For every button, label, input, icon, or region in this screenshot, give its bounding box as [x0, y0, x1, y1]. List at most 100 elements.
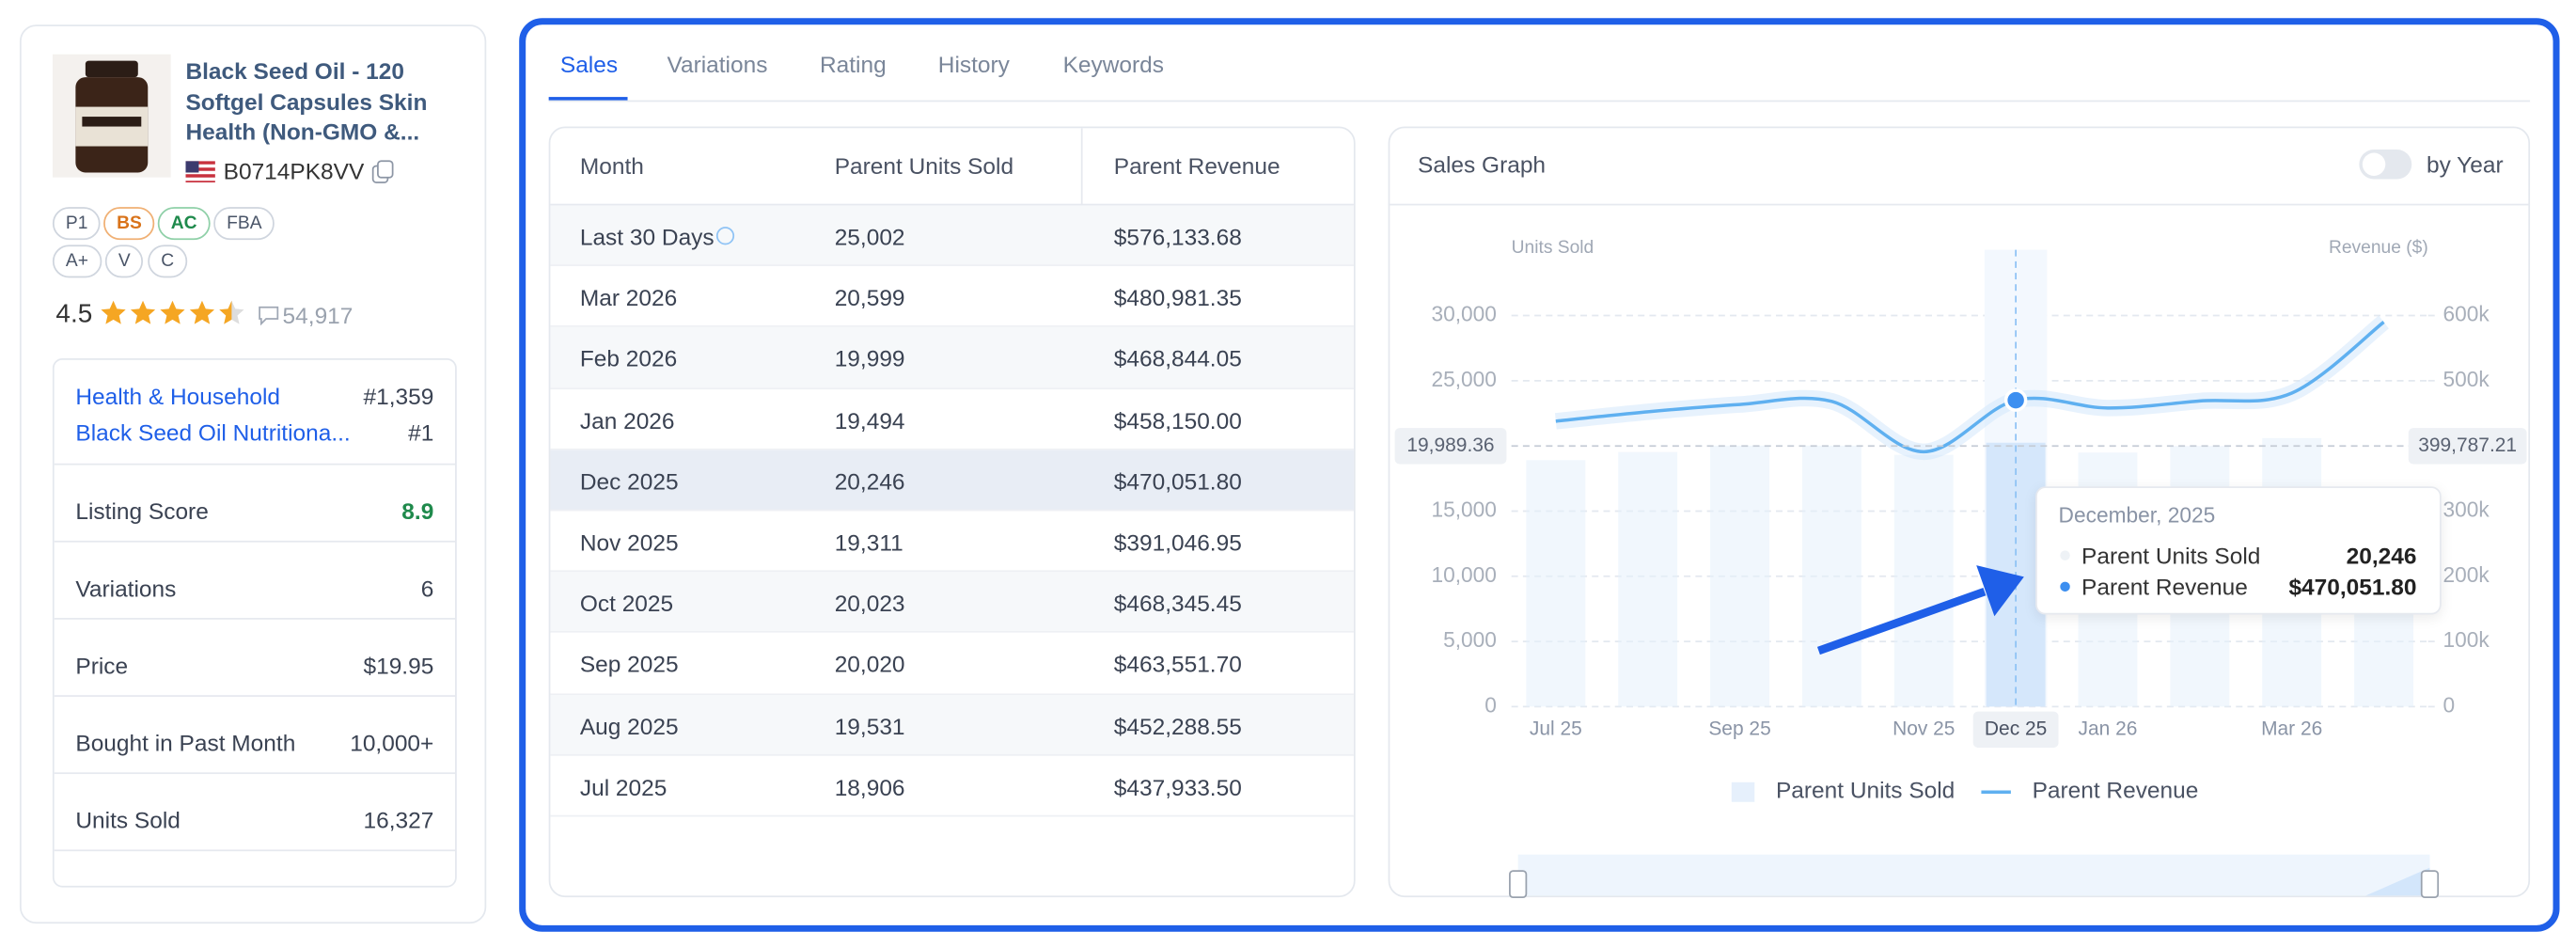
table-row [550, 205, 1354, 267]
badge[interactable]: AC [157, 207, 211, 241]
annotation-arrowhead [1976, 565, 2024, 617]
header-bottom [550, 203, 1354, 206]
badge[interactable]: V [104, 245, 144, 278]
bar [1801, 445, 1861, 707]
table-cell: Feb 2026 [579, 345, 678, 372]
tab[interactable]: Variations [667, 51, 768, 78]
table-row [550, 388, 1354, 450]
table-header: Parent Units Sold [834, 152, 1014, 180]
table-cell: $576,133.68 [1113, 223, 1242, 250]
product-title: Black Seed Oil - 120 Softgel Capsules Sk… [185, 57, 428, 145]
rank-category[interactable]: Health & Household [75, 383, 280, 410]
table-cell: 20,599 [834, 284, 905, 311]
tab[interactable]: Keywords [1062, 51, 1165, 78]
stat-value: $19.95 [363, 652, 434, 679]
table-cell: $470,051.80 [1113, 467, 1242, 495]
table-cell: 19,531 [834, 712, 905, 739]
tooltip-name: Parent Revenue [2081, 573, 2248, 600]
badge[interactable]: A+ [52, 245, 102, 278]
stat-value: 6 [420, 575, 434, 602]
tab-divider [548, 100, 2531, 103]
stat-label: Bought in Past Month [75, 729, 296, 756]
tooltip-value: $470,051.80 [2288, 573, 2417, 600]
table-cell: 19,494 [834, 406, 905, 434]
line-glow [1554, 315, 2390, 461]
badge[interactable]: P1 [52, 207, 102, 241]
y2-tick-label: 300k [2442, 497, 2490, 521]
graph-divider [1388, 203, 2531, 206]
table-cell: 20,246 [834, 467, 905, 495]
y-tick-label: 30,000 [1431, 302, 1496, 326]
zoom-range [1517, 854, 2430, 896]
row-divider [54, 618, 456, 620]
review-count: 54,917 [282, 302, 353, 329]
tooltip-title: December, 2025 [2058, 502, 2216, 528]
table-cell: 19,999 [834, 345, 905, 372]
stat-value: 10,000+ [350, 729, 434, 756]
comment-icon [259, 306, 279, 325]
zoom-handle [2420, 870, 2440, 898]
table-cell: $463,551.70 [1113, 651, 1242, 678]
x-tick-label: Mar 26 [2261, 718, 2322, 739]
tab[interactable]: History [937, 51, 1010, 78]
table-row [550, 511, 1354, 573]
table-cell: Oct 2025 [579, 590, 674, 617]
revenue-line [1555, 321, 2385, 454]
table-row [550, 266, 1354, 328]
table-cell: 18,906 [834, 773, 905, 800]
table-row [550, 450, 1354, 512]
tab[interactable]: Rating [819, 51, 887, 78]
stat-value: 8.9 [401, 497, 434, 525]
table-cell: $468,844.05 [1113, 345, 1242, 372]
table-cell: $468,345.45 [1113, 590, 1242, 617]
badge[interactable]: C [148, 245, 188, 278]
table-cell: 20,020 [834, 651, 905, 678]
badge[interactable]: FBA [213, 207, 275, 241]
asin: B0714PK8VV [223, 157, 365, 184]
row-divider [54, 540, 456, 543]
crosshair2-label-box [2408, 428, 2527, 465]
table-row [550, 572, 1354, 634]
table-cell: Dec 2025 [579, 467, 679, 495]
tooltip: December, 2025 Parent Units Sold 20,246 Pa… [2035, 486, 2442, 615]
stat-value: 16,327 [363, 806, 434, 833]
sales-panel [519, 18, 2560, 932]
rank-value: #1 [408, 418, 434, 446]
row-divider [54, 695, 456, 697]
legend-label: Parent Units Sold [1776, 779, 1955, 804]
table-row [550, 633, 1354, 695]
table-row [550, 755, 1354, 817]
bar [1526, 460, 1586, 707]
y-axis-title: Units Sold [1512, 238, 1594, 258]
badge[interactable]: BS [103, 207, 155, 241]
toggle-knob [2362, 152, 2386, 176]
tooltip-dot [2060, 550, 2070, 560]
y2-tick-label: 0 [2442, 692, 2455, 717]
zoom-preview [2365, 867, 2430, 896]
info-card: Health & Household #1,359 Black Seed Oil N… [52, 357, 457, 888]
y-tick-label: 5,000 [1443, 627, 1497, 652]
copy-button[interactable] [371, 160, 394, 184]
stat-label: Units Sold [75, 806, 181, 833]
table-cell: 20,023 [834, 590, 905, 617]
sales-table: Month Parent Units Sold Parent Revenue Last… [548, 126, 1356, 898]
row-divider [54, 772, 456, 775]
table-row [550, 694, 1354, 756]
y-tick-label: 15,000 [1431, 497, 1496, 521]
active-x-box [1972, 711, 2059, 749]
x-tick-label: Jul 25 [1530, 718, 1582, 739]
y-tick-label: 25,000 [1431, 367, 1496, 391]
y-tick-label: 10,000 [1431, 562, 1496, 587]
rank-category[interactable]: Black Seed Oil Nutritiona... [75, 418, 351, 446]
table-cell: $480,981.35 [1113, 284, 1242, 311]
by-year-toggle[interactable] [2359, 150, 2412, 180]
y2-tick-label: 600k [2442, 302, 2490, 326]
y2-axis-title: Revenue ($) [2329, 238, 2428, 258]
x-tick-label: Nov 25 [1893, 718, 1955, 739]
tooltip-dot [2060, 581, 2070, 592]
x-tick-label: Dec 25 [1985, 718, 2047, 739]
table-row [550, 327, 1354, 389]
tab[interactable]: Sales [559, 51, 619, 78]
graph-title: Sales Graph [1418, 150, 1547, 178]
